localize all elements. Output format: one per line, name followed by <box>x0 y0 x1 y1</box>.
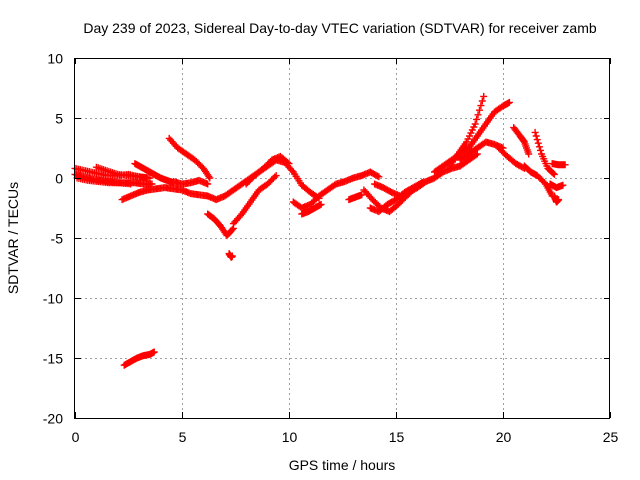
data-point <box>525 150 533 158</box>
data-point <box>478 97 486 105</box>
data-point <box>237 212 244 220</box>
y-tick-label: -5 <box>51 231 64 247</box>
chart-title: Day 239 of 2023, Sidereal Day-to-day VTE… <box>83 20 596 36</box>
data-point <box>206 174 214 182</box>
data-point <box>271 173 279 181</box>
y-tick-label: -15 <box>43 351 63 367</box>
data-point <box>531 128 539 136</box>
series-track-4 <box>92 163 152 182</box>
x-tick-label: 0 <box>72 429 80 445</box>
data-point <box>473 150 481 158</box>
series-track-13 <box>242 152 293 188</box>
series-track-14 <box>289 168 383 212</box>
data-point <box>272 172 280 180</box>
data-points <box>71 92 569 369</box>
data-point <box>473 115 481 123</box>
data-point <box>559 181 567 189</box>
data-point <box>532 132 540 140</box>
data-point <box>288 166 296 174</box>
series-track-11 <box>204 156 323 204</box>
x-tick-label: 10 <box>282 429 298 445</box>
data-point <box>472 151 480 159</box>
series-track-8 <box>169 176 212 188</box>
series-track-16 <box>345 191 366 204</box>
data-point <box>474 111 482 119</box>
data-point <box>555 196 563 204</box>
x-axis-label: GPS time / hours <box>289 457 396 473</box>
data-point <box>375 173 383 181</box>
series-track-3 <box>73 174 135 188</box>
y-axis-label: SDTVAR / TECUs <box>5 182 21 294</box>
series-track-22 <box>456 138 507 164</box>
series-track-24 <box>510 124 533 158</box>
data-point <box>358 191 366 199</box>
data-point <box>228 252 236 260</box>
y-tick-label: 5 <box>55 111 63 127</box>
series-track-26 <box>531 128 558 178</box>
series-track-20 <box>431 98 513 176</box>
data-point <box>205 172 213 180</box>
data-point <box>471 120 479 128</box>
series-track-21 <box>446 92 488 170</box>
series-track-25 <box>520 162 556 200</box>
y-tick-label: -20 <box>43 411 63 427</box>
y-tick-label: -10 <box>43 291 63 307</box>
data-point <box>127 180 135 188</box>
series-track-29 <box>548 160 569 169</box>
x-tick-label: 15 <box>389 429 405 445</box>
data-point <box>374 172 381 180</box>
data-point <box>284 158 292 166</box>
series-track-19 <box>371 150 481 200</box>
data-point <box>476 106 483 114</box>
data-point <box>150 348 158 356</box>
data-point <box>477 102 485 110</box>
data-point <box>537 146 544 154</box>
x-tick-label: 25 <box>603 429 619 445</box>
series-track-6 <box>131 160 177 187</box>
data-point <box>550 170 558 178</box>
y-tick-label: 10 <box>47 51 63 67</box>
series-track-30 <box>120 348 158 369</box>
series-track-7 <box>165 134 214 182</box>
data-point <box>228 226 236 234</box>
data-point <box>505 98 513 106</box>
data-point <box>204 180 212 188</box>
series-track-9 <box>204 210 237 240</box>
series-track-28 <box>550 192 563 206</box>
x-tick-label: 20 <box>496 429 512 445</box>
series-track-12 <box>229 172 280 228</box>
data-point <box>480 92 488 100</box>
data-point <box>561 161 569 169</box>
series-track-23 <box>495 144 528 172</box>
data-point <box>317 200 325 208</box>
y-tick-label: 0 <box>55 171 63 187</box>
x-tick-label: 5 <box>179 429 187 445</box>
y-axis-ticks: -20 -15 -10 -5 0 5 10 <box>43 51 610 427</box>
data-point <box>535 143 543 151</box>
data-point <box>534 139 542 147</box>
x-axis-ticks: 0 5 10 15 20 25 <box>72 58 619 445</box>
series-track-15 <box>298 200 325 218</box>
grid <box>75 58 610 418</box>
data-point <box>533 136 541 144</box>
data-point <box>144 174 152 182</box>
data-point <box>285 160 293 168</box>
series-track-27 <box>546 180 567 192</box>
series-track-5 <box>118 184 212 204</box>
data-point <box>549 169 557 177</box>
series-track-10 <box>225 250 236 261</box>
